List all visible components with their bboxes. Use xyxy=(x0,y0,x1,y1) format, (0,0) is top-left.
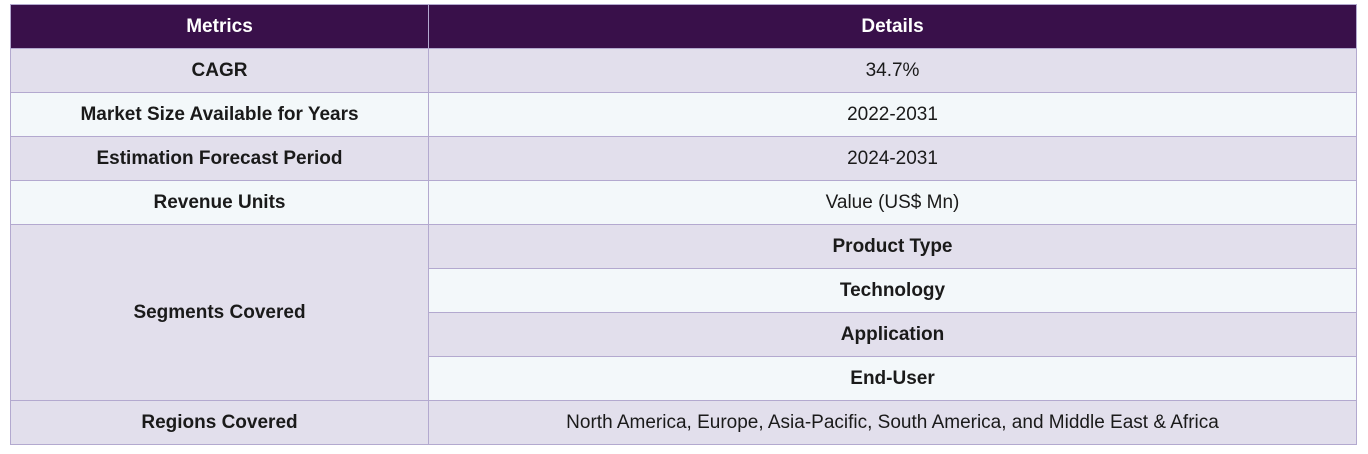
report-scope-table-container: Metrics Details CAGR 34.7% Market Size A… xyxy=(10,4,1357,445)
metric-cell: Market Size Available for Years xyxy=(10,92,429,137)
table-row-segments: Segments Covered Product Type xyxy=(10,224,1357,401)
metric-cell: CAGR xyxy=(10,48,429,93)
table-row-segment: Technology xyxy=(11,268,1357,313)
metric-cell: Regions Covered xyxy=(10,400,429,445)
detail-cell: 2024-2031 xyxy=(428,136,1357,181)
segment-item: Application xyxy=(428,312,1357,357)
table-row-cagr: CAGR 34.7% xyxy=(10,48,1357,93)
metric-cell: Revenue Units xyxy=(10,180,429,225)
table-row-forecast-period: Estimation Forecast Period 2024-2031 xyxy=(10,136,1357,181)
segment-item: Product Type xyxy=(428,224,1357,269)
header-details: Details xyxy=(428,4,1357,49)
table-row-regions: Regions Covered North America, Europe, A… xyxy=(10,400,1357,445)
detail-cell: 2022-2031 xyxy=(428,92,1357,137)
segments-covered-label: Segments Covered xyxy=(10,224,429,401)
table-row-segment: Application xyxy=(11,312,1357,357)
report-scope-table: Metrics Details CAGR 34.7% Market Size A… xyxy=(10,4,1357,445)
detail-cell: 34.7% xyxy=(428,48,1357,93)
metric-cell: Estimation Forecast Period xyxy=(10,136,429,181)
table-row-revenue-units: Revenue Units Value (US$ Mn) xyxy=(10,180,1357,225)
header-metrics: Metrics xyxy=(10,4,429,49)
table-row-market-size-years: Market Size Available for Years 2022-203… xyxy=(10,92,1357,137)
detail-cell: Value (US$ Mn) xyxy=(428,180,1357,225)
detail-cell: North America, Europe, Asia-Pacific, Sou… xyxy=(428,400,1357,445)
segment-item: Technology xyxy=(428,268,1357,313)
table-header-row: Metrics Details xyxy=(10,4,1357,49)
segment-item: End-User xyxy=(428,356,1357,401)
